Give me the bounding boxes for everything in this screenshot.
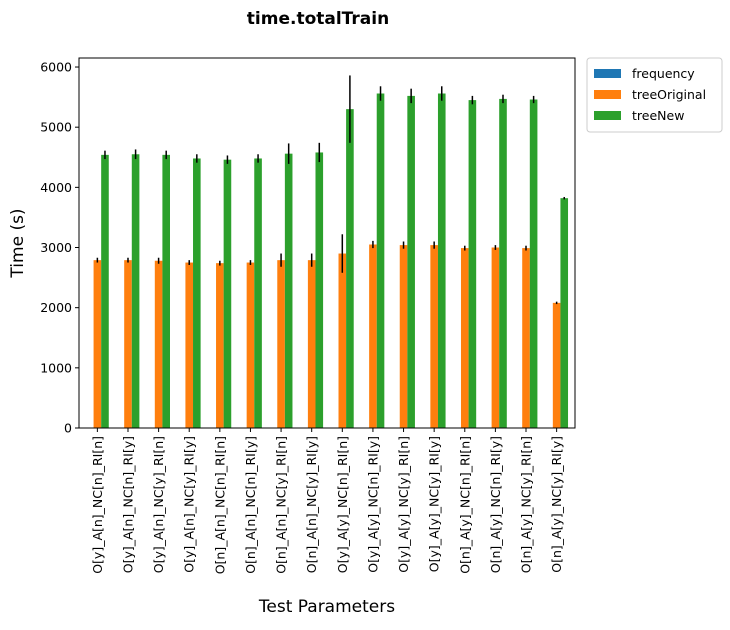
bar-treeOriginal-3 (185, 262, 194, 428)
bar-treeNew-3 (193, 158, 201, 428)
bar-treeOriginal-5 (246, 262, 255, 428)
x-tick-label-15: O[n]_A[y]_NC[y]_RI[y] (549, 436, 564, 573)
x-tick-label-7: O[n]_A[n]_NC[y]_RI[y] (304, 436, 319, 573)
legend-label-treeNew: treeNew (632, 108, 684, 123)
bar-treeOriginal-9 (369, 244, 377, 428)
bar-treeNew-11 (437, 93, 446, 428)
bar-treeOriginal-13 (491, 247, 500, 428)
bar-treeOriginal-11 (430, 245, 438, 428)
bar-treeNew-14 (529, 99, 538, 428)
bar-treeOriginal-12 (460, 248, 469, 428)
y-tick-label-6: 6000 (40, 60, 72, 75)
bar-treeOriginal-2 (154, 260, 163, 428)
y-tick-label-2: 2000 (40, 300, 72, 315)
bar-treeNew-7 (315, 152, 324, 428)
x-tick-label-14: O[n]_A[y]_NC[y]_RI[n] (519, 436, 534, 573)
x-tick-label-12: O[n]_A[y]_NC[n]_RI[n] (457, 436, 472, 574)
bar-treeOriginal-15 (552, 302, 561, 428)
bar-treeNew-4 (223, 159, 232, 429)
bar-treeOriginal-7 (307, 260, 316, 428)
bar-treeNew-2 (162, 154, 170, 429)
x-tick-label-8: O[y]_A[y]_NC[n]_RI[n] (335, 436, 350, 573)
x-tick-label-13: O[n]_A[y]_NC[n]_RI[y] (488, 436, 503, 573)
bar-treeOriginal-4 (216, 263, 224, 428)
legend-swatch-treeOriginal (594, 90, 621, 99)
legend: frequency treeOriginal treeNew (586, 57, 723, 133)
legend-label-treeOriginal: treeOriginal (632, 87, 706, 102)
bar-treeOriginal-14 (522, 248, 530, 428)
x-tick-label-9: O[y]_A[y]_NC[n]_RI[y] (365, 436, 380, 573)
bar-treeNew-10 (407, 95, 415, 429)
chart-title: time.totalTrain (247, 9, 389, 29)
legend-swatch-frequency (594, 69, 621, 78)
x-axis-label: Test Parameters (258, 597, 395, 617)
bar-treeOriginal-0 (93, 260, 102, 428)
x-tick-label-10: O[y]_A[y]_NC[y]_RI[n] (396, 436, 411, 573)
bar-treeNew-5 (254, 158, 262, 428)
y-axis-label: Time (s) (8, 208, 28, 278)
bar-treeNew-1 (131, 154, 140, 428)
x-tick-label-11: O[y]_A[y]_NC[y]_RI[y] (427, 436, 442, 572)
bar-treeNew-9 (376, 93, 385, 428)
bar-treeOriginal-1 (124, 260, 132, 428)
bar-treeOriginal-10 (399, 245, 408, 428)
y-tick-label-5: 5000 (40, 120, 72, 135)
x-tick-label-4: O[n]_A[n]_NC[n]_RI[n] (212, 436, 227, 574)
bar-treeNew-0 (101, 154, 109, 429)
bar-treeNew-6 (284, 153, 293, 428)
x-tick-label-3: O[y]_A[n]_NC[y]_RI[y] (182, 436, 197, 573)
y-tick-label-1: 1000 (40, 360, 72, 375)
x-tick-label-2: O[y]_A[n]_NC[y]_RI[n] (151, 436, 166, 573)
bar-treeNew-13 (499, 98, 507, 428)
x-tick-label-0: O[y]_A[n]_NC[n]_RI[n] (90, 436, 105, 574)
bar-treeNew-12 (468, 100, 477, 429)
plot-frame (78, 57, 576, 429)
y-axis: 0 1000 2000 3000 4000 5000 6000 (40, 60, 79, 436)
x-tick-label-6: O[n]_A[n]_NC[y]_RI[n] (274, 436, 289, 574)
y-tick-label-0: 0 (64, 421, 72, 436)
legend-swatch-treeNew (594, 111, 621, 120)
bar-treeOriginal-6 (277, 260, 285, 428)
errorbars-layer (96, 75, 565, 305)
y-tick-label-3: 3000 (40, 240, 72, 255)
x-axis: O[y]_A[n]_NC[n]_RI[n] O[y]_A[n]_NC[n]_RI[… (90, 428, 564, 574)
bar-treeOriginal-8 (338, 253, 347, 428)
x-tick-label-1: O[y]_A[n]_NC[n]_RI[y] (120, 436, 135, 573)
bars-layer (85, 93, 569, 429)
y-tick-label-4: 4000 (40, 180, 72, 195)
bar-treeNew-8 (346, 109, 354, 428)
legend-label-frequency: frequency (632, 66, 695, 81)
x-tick-label-5: O[n]_A[n]_NC[n]_RI[y] (243, 436, 258, 574)
bar-treeNew-15 (560, 198, 569, 428)
